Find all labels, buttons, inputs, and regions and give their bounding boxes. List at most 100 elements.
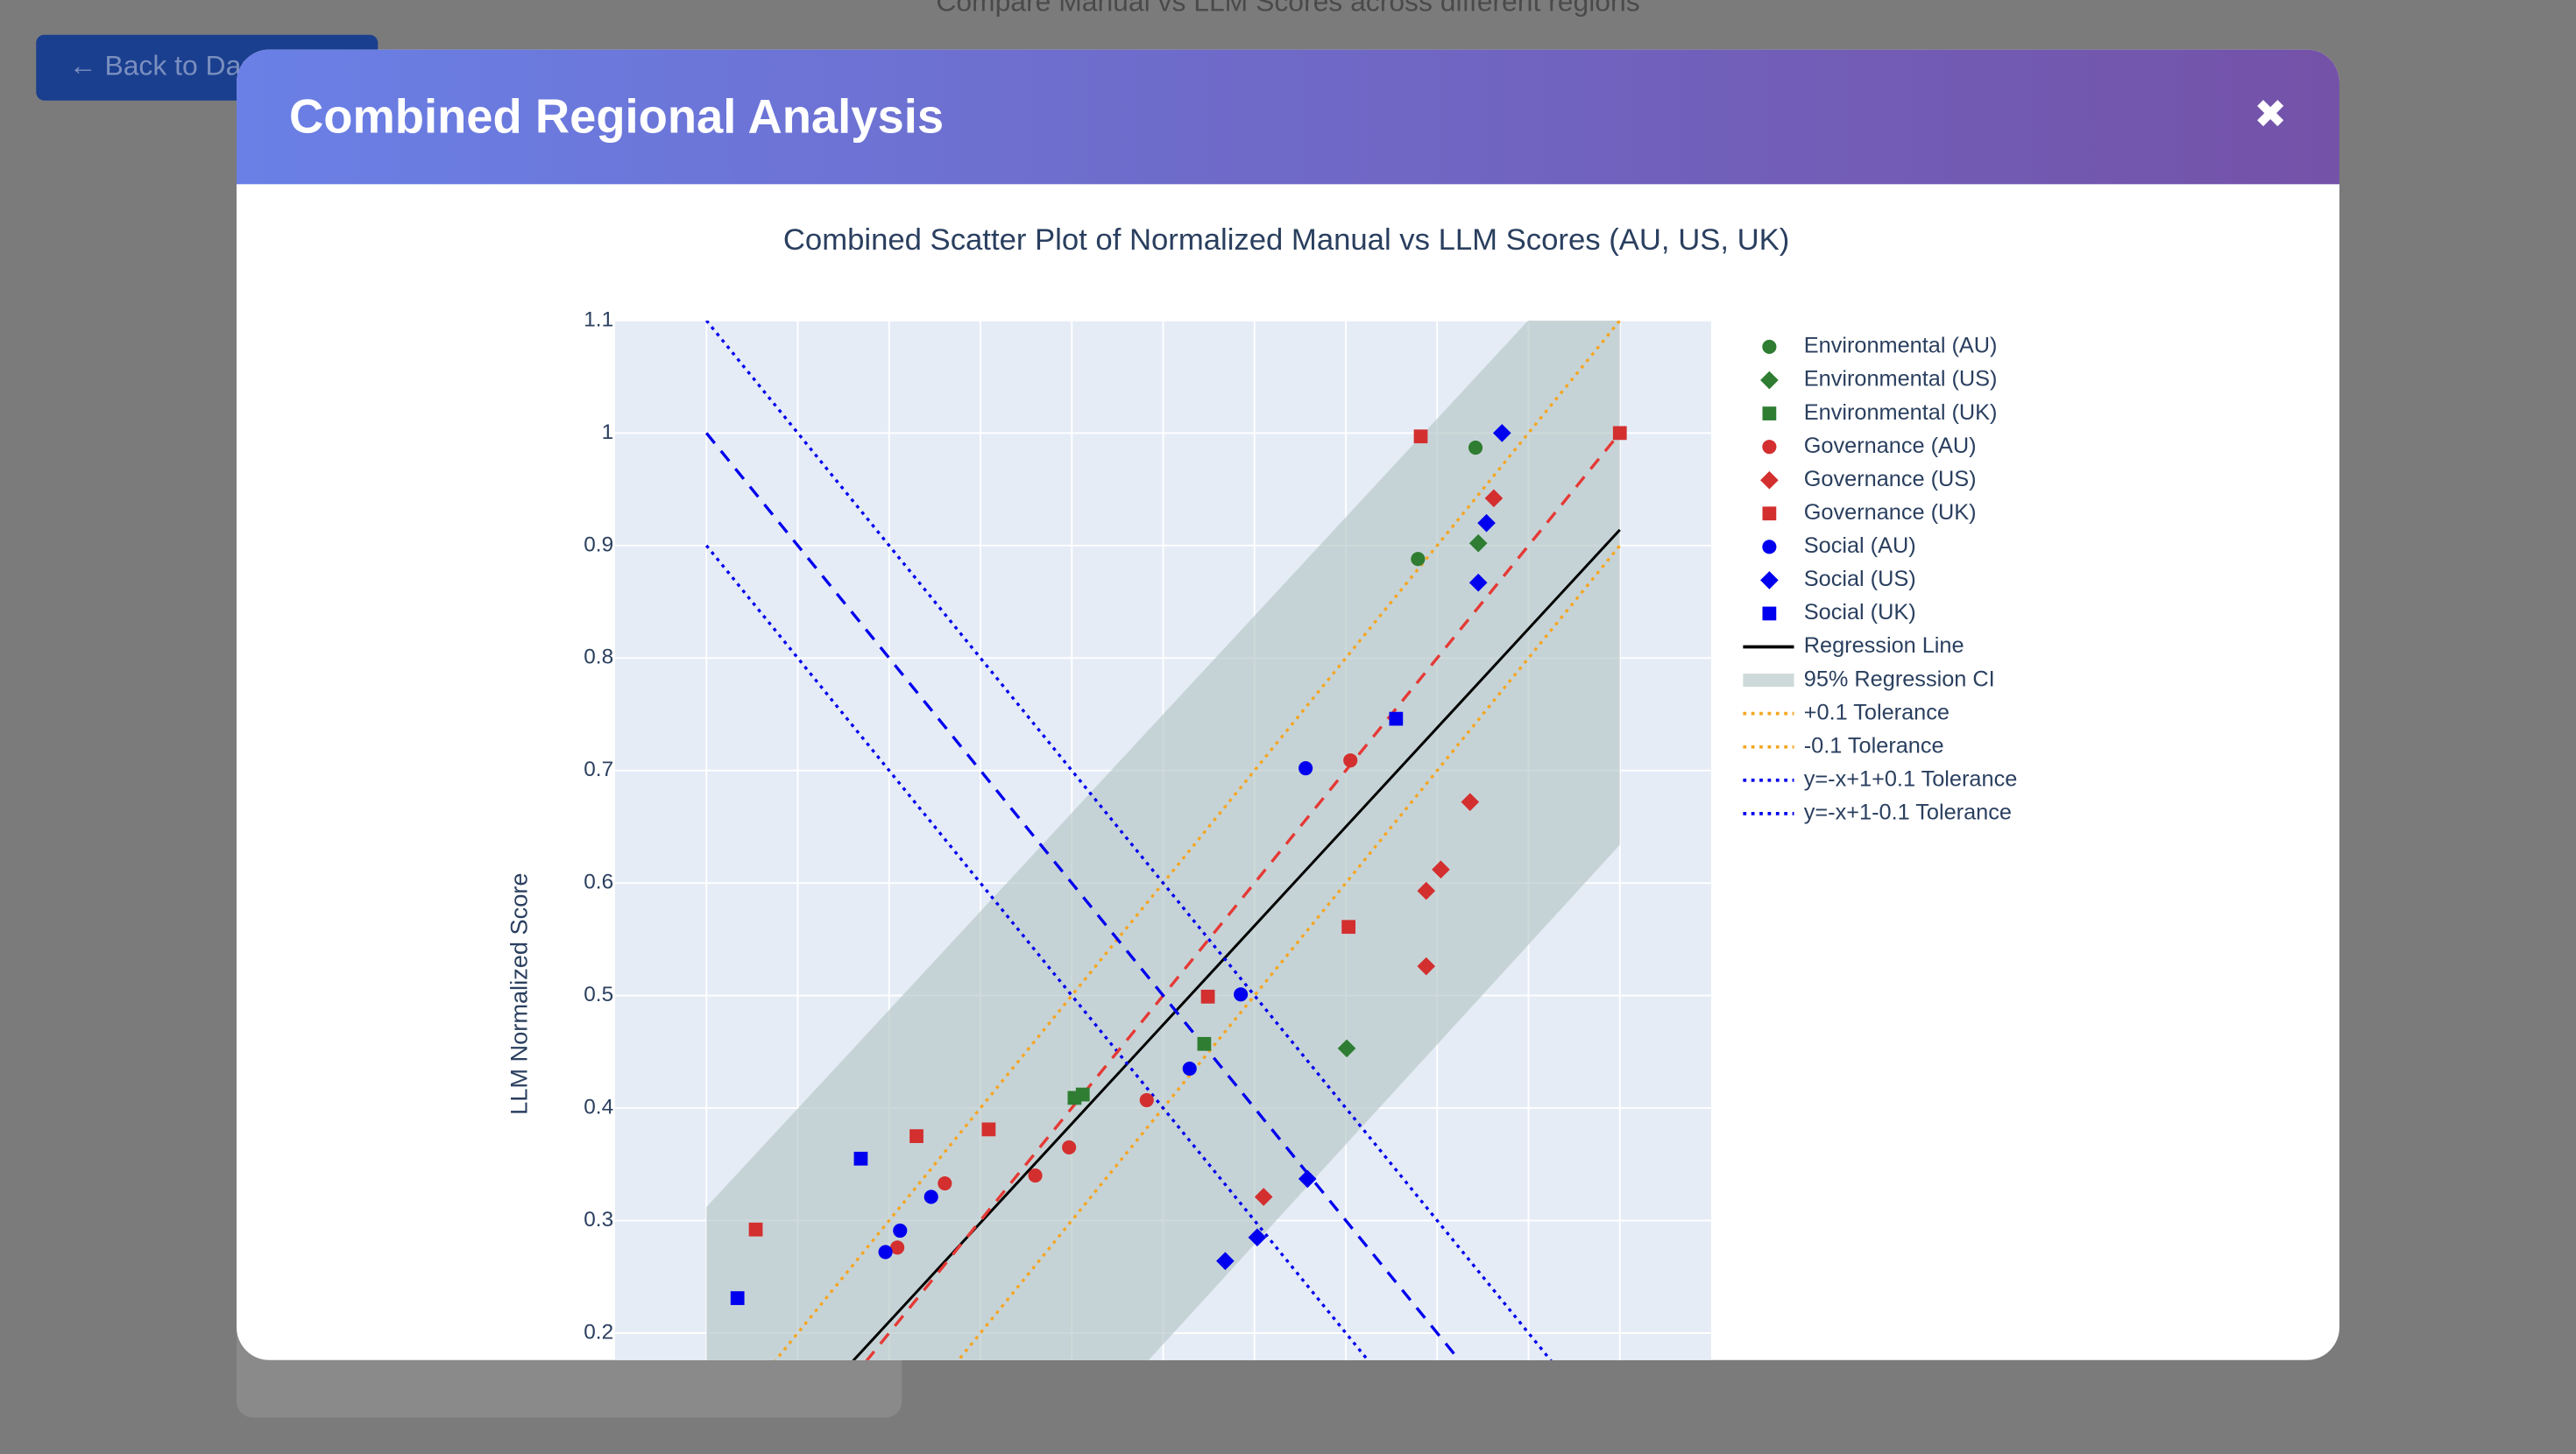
marker	[1762, 440, 1777, 455]
y-tick-label: 0.4	[584, 1095, 613, 1119]
legend-item: Environmental (US)	[1760, 367, 1997, 392]
legend: Environmental (AU) Environmental (US) Envi…	[1743, 334, 2017, 825]
plot-area	[614, 320, 1711, 1360]
marker	[1762, 506, 1777, 521]
line	[704, 544, 1622, 1360]
marker	[1062, 1140, 1077, 1155]
legend-label: Social (US)	[1804, 567, 1916, 591]
marker	[1411, 552, 1426, 567]
marker	[909, 1129, 924, 1143]
chart: Combined Scatter Plot of Normalized Manu…	[506, 223, 2017, 1360]
marker	[1762, 406, 1777, 420]
marker	[1477, 513, 1496, 533]
marker	[1200, 989, 1215, 1004]
legend-label: -0.1 Tolerance	[1804, 733, 1944, 758]
marker	[1417, 956, 1436, 976]
marker	[1492, 424, 1511, 442]
marker	[1343, 753, 1358, 768]
marker	[893, 1223, 908, 1239]
legend-label: Governance (UK)	[1804, 500, 1977, 525]
line	[705, 528, 1621, 1360]
legend-item: Social (UK)	[1762, 600, 1916, 625]
legend-item: y=-x+1+0.1 Tolerance	[1743, 766, 2017, 791]
y-tick-label: 0.6	[584, 871, 613, 894]
marker	[1075, 1087, 1090, 1102]
marker	[1182, 1061, 1197, 1076]
modal: Combined Regional Analysis ✖ Combined Sc…	[237, 49, 2339, 1360]
y-tick-label: 0.8	[584, 646, 613, 669]
legend-item: +0.1 Tolerance	[1743, 700, 1950, 724]
marker	[1760, 470, 1779, 490]
legend-item: Governance (US)	[1760, 467, 1977, 491]
legend-item: -0.1 Tolerance	[1743, 733, 1944, 758]
marker	[1461, 793, 1480, 811]
marker	[1248, 1228, 1267, 1247]
marker	[1762, 606, 1777, 621]
marker	[1468, 573, 1488, 592]
marker	[1216, 1252, 1235, 1270]
legend-label: Environmental (AU)	[1804, 334, 1998, 358]
marker	[1484, 489, 1504, 508]
legend-item: Environmental (UK)	[1762, 400, 1998, 425]
marker	[730, 1291, 745, 1305]
legend-label: Environmental (US)	[1804, 367, 1998, 392]
marker	[1432, 860, 1450, 879]
y-tick-label: 0.2	[584, 1320, 613, 1344]
legend-item: Social (US)	[1760, 567, 1916, 591]
legend-label: 95% Regression CI	[1804, 667, 1995, 691]
chart-title: Combined Scatter Plot of Normalized Manu…	[783, 223, 1789, 257]
marker	[853, 1151, 868, 1166]
y-tick-label: 0.3	[584, 1208, 613, 1232]
legend-label: +0.1 Tolerance	[1804, 700, 1950, 724]
legend-item: Governance (UK)	[1762, 500, 1977, 525]
modal-title: Combined Regional Analysis	[289, 90, 944, 144]
marker	[1612, 426, 1627, 441]
marker	[1468, 441, 1483, 455]
marker	[1254, 1188, 1273, 1206]
legend-swatch	[1743, 674, 1794, 688]
close-button[interactable]: ✖	[2254, 91, 2287, 136]
y-axis-title: LLM Normalized Score	[506, 873, 533, 1115]
marker	[1234, 987, 1249, 1002]
legend-label: Environmental (UK)	[1804, 400, 1998, 425]
marker	[1298, 1169, 1317, 1189]
marker	[1760, 571, 1779, 589]
y-tick-label: 0.5	[584, 983, 613, 1006]
legend-label: Governance (AU)	[1804, 434, 1977, 458]
marker	[1760, 371, 1779, 390]
line	[704, 432, 1622, 1360]
modal-header	[237, 49, 2339, 185]
legend-item: Regression Line	[1743, 633, 1964, 658]
legend-item: Governance (AU)	[1762, 434, 1977, 458]
legend-label: y=-x+1-0.1 Tolerance	[1804, 801, 2012, 825]
legend-label: Social (AU)	[1804, 533, 1916, 558]
marker	[890, 1240, 905, 1255]
line	[704, 320, 1622, 1360]
y-tick-label: 0.7	[584, 758, 613, 781]
marker	[748, 1222, 763, 1237]
legend-label: Social (UK)	[1804, 600, 1916, 625]
legend-item: Social (AU)	[1762, 533, 1916, 558]
marker	[1417, 881, 1436, 900]
marker	[1337, 1039, 1356, 1058]
marker	[1139, 1092, 1154, 1108]
marker	[1468, 533, 1488, 553]
legend-label: Governance (US)	[1804, 467, 1977, 491]
marker	[878, 1245, 893, 1260]
marker	[1413, 429, 1428, 444]
marker	[1762, 339, 1777, 354]
legend-item: y=-x+1-0.1 Tolerance	[1743, 801, 2012, 825]
ci-band	[706, 320, 1620, 1360]
legend-label: y=-x+1+0.1 Tolerance	[1804, 766, 2018, 791]
marker	[981, 1122, 996, 1137]
legend-item: Environmental (AU)	[1762, 334, 1997, 358]
legend-label: Regression Line	[1804, 633, 1964, 658]
y-tick-label: 1.1	[584, 307, 613, 331]
marker	[1762, 540, 1777, 554]
marker	[1299, 761, 1313, 776]
page-subtitle: Compare Manual vs LLM Scores across diff…	[936, 0, 1639, 17]
marker	[1341, 920, 1356, 935]
y-tick-label: 0.9	[584, 533, 613, 556]
